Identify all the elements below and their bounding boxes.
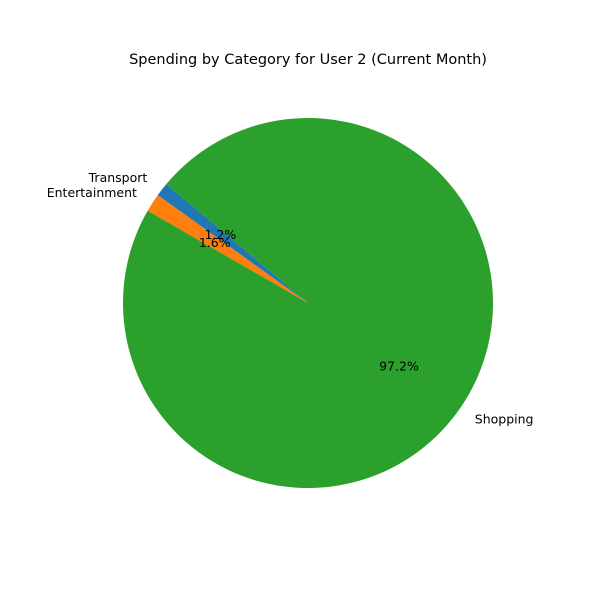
pie-labels: Transport 1.2% Entertainment 1.6% Shopping 97… [47,170,534,426]
pct-label-transport: 1.2% [204,227,236,242]
pie-slice-entertainment [147,195,308,303]
pct-label-shopping: 97.2% [379,359,419,374]
slice-label-entertainment: Entertainment [47,185,137,200]
pie-slice-shopping [122,118,493,489]
slice-label-transport: Transport [88,170,148,185]
slice-label-shopping: Shopping [475,412,534,427]
pie-slices [122,118,493,489]
chart-title: Spending by Category for User 2 (Current… [129,52,487,68]
pie-slice-transport [157,184,308,303]
pct-label-entertainment: 1.6% [199,235,231,250]
